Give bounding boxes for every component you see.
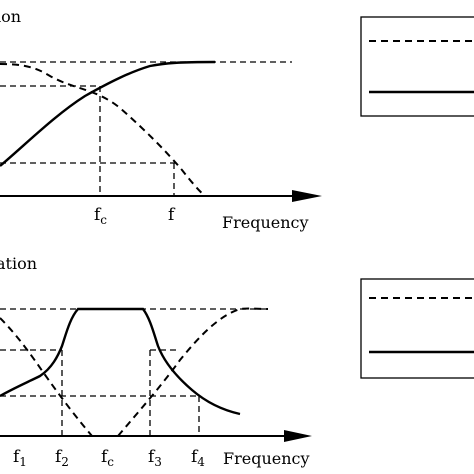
bottom-tick-label-fc: fc <box>101 447 114 469</box>
bottom-tick-label-f2: f2 <box>55 447 69 469</box>
bottom-panel-title: ation <box>0 254 37 273</box>
top-legend <box>360 16 474 117</box>
top-x-axis-label: Frequency <box>222 213 309 232</box>
bottom-x-axis-arrowhead <box>284 430 312 442</box>
bottom-legend-box <box>360 278 474 379</box>
bottom-dashed-curve-right <box>117 307 269 437</box>
top-panel: ion fc f Frequency <box>0 7 322 232</box>
bottom-panel: ation f1 f2 fc f3 f4 Freq <box>0 254 312 469</box>
bottom-dashed-curve-left <box>0 317 93 437</box>
top-solid-curve <box>0 60 216 167</box>
top-tick-label-f: f <box>168 205 176 225</box>
top-dashed-curve <box>0 63 206 197</box>
bottom-legend <box>360 278 474 379</box>
top-legend-box <box>360 16 474 117</box>
bottom-x-axis-label: Frequency <box>223 449 310 468</box>
top-x-axis-arrowhead <box>292 190 322 202</box>
bottom-solid-curve <box>0 307 241 416</box>
bottom-tick-label-f4: f4 <box>191 447 205 469</box>
bottom-tick-label-f1: f1 <box>13 447 27 469</box>
bottom-tick-label-f3: f3 <box>148 447 162 469</box>
top-panel-title: ion <box>0 7 21 26</box>
top-tick-label-fc: fc <box>94 205 107 227</box>
